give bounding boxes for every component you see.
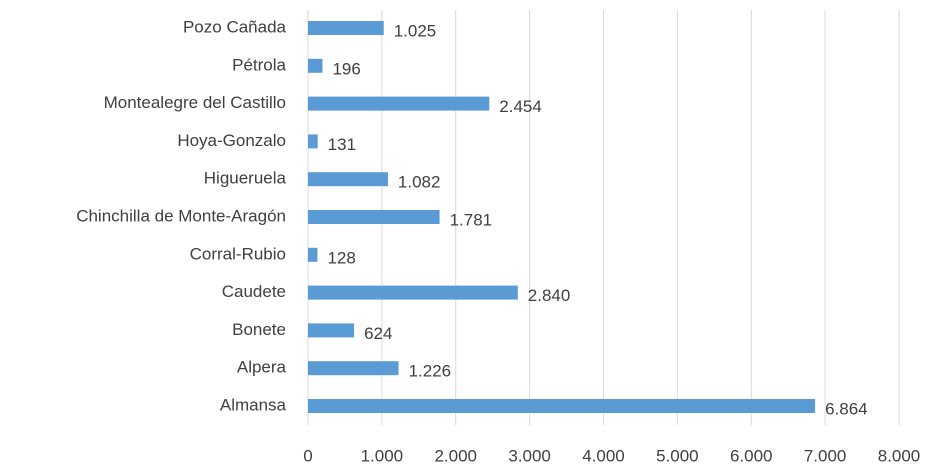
y-tick-label: Montealegre del Castillo [104,93,286,112]
bar [308,399,816,413]
value-label: 1.226 [409,362,452,381]
bar [308,323,355,338]
value-label: 1.082 [398,173,441,192]
y-tick-label: Bonete [232,320,286,339]
y-tick-label: Alpera [237,358,287,377]
x-tick-label: 0 [303,446,312,465]
x-tick-label: 3.000 [508,446,551,465]
bar [308,361,399,376]
y-tick-label: Higueruela [204,169,287,188]
value-label: 128 [327,248,355,267]
y-tick-label: Pozo Cañada [183,17,287,36]
y-tick-label: Pétrola [232,55,286,74]
bar [308,134,318,149]
value-label: 196 [332,59,360,78]
x-tick-label: 1.000 [361,446,404,465]
bar [308,247,318,262]
y-tick-label: Corral-Rubio [190,244,286,263]
value-label: 2.454 [499,97,542,116]
bar [308,96,490,111]
bar [308,58,323,73]
x-tick-label: 6.000 [730,446,773,465]
bar [308,21,384,35]
y-tick-label: Hoya-Gonzalo [177,131,286,150]
value-label: 1.025 [394,21,437,40]
x-tick-label: 2.000 [434,446,477,465]
value-label: 2.840 [528,286,571,305]
value-label: 624 [364,324,392,343]
bar [308,285,518,300]
x-tick-label: 5.000 [656,446,699,465]
bar [308,210,440,224]
value-label: 1.781 [450,210,493,229]
y-tick-label: Caudete [222,282,286,301]
bar [308,172,388,187]
y-tick-label: Almansa [220,395,287,414]
y-tick-label: Chinchilla de Monte-Aragón [76,206,286,225]
value-label: 6.864 [825,399,868,418]
x-tick-label: 8.000 [878,446,921,465]
x-tick-label: 7.000 [804,446,847,465]
value-label: 131 [328,135,356,154]
x-tick-label: 4.000 [582,446,625,465]
